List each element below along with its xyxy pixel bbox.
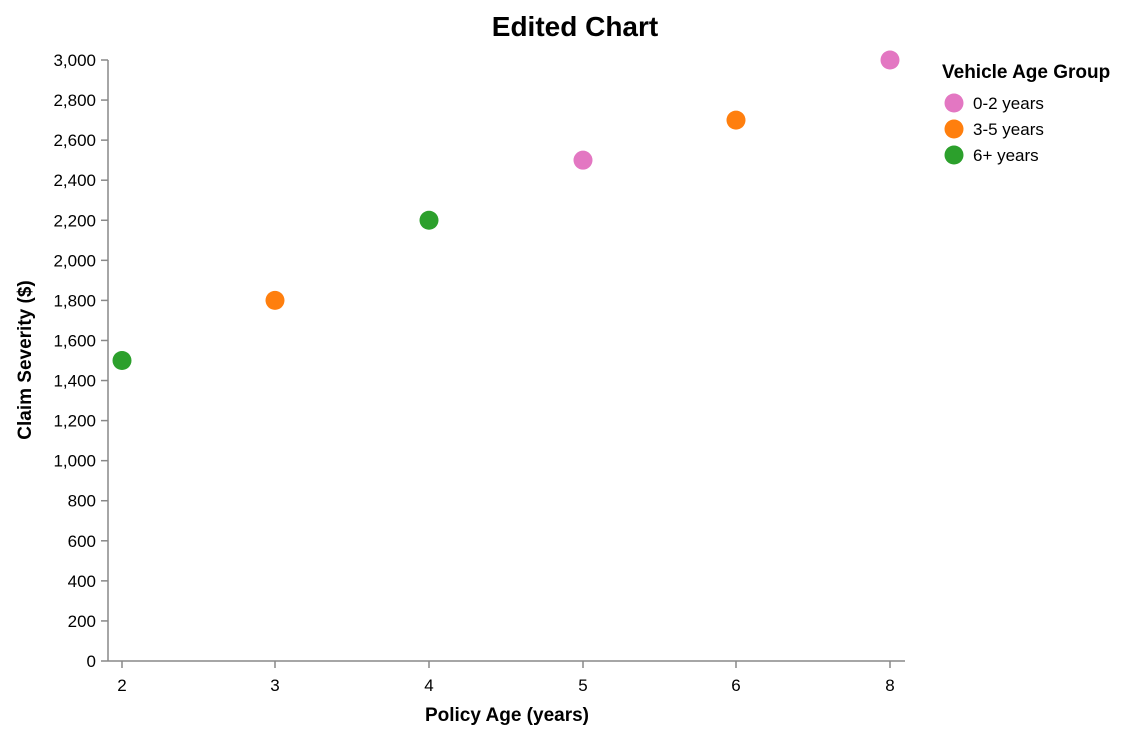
y-tick-label: 1,000 bbox=[53, 452, 96, 471]
data-point[interactable] bbox=[112, 351, 132, 370]
data-point[interactable] bbox=[880, 50, 900, 70]
x-tick-label: 5 bbox=[578, 676, 587, 695]
legend-title: Vehicle Age Group bbox=[942, 62, 1110, 83]
x-tick-label: 6 bbox=[731, 676, 740, 695]
data-point[interactable] bbox=[573, 150, 593, 170]
y-tick-label: 800 bbox=[68, 492, 96, 511]
y-tick-label: 200 bbox=[68, 612, 96, 631]
legend-label: 0-2 years bbox=[973, 94, 1044, 113]
legend-swatch bbox=[944, 93, 964, 113]
y-tick-label: 600 bbox=[68, 532, 96, 551]
y-tick-label: 3,000 bbox=[53, 51, 96, 70]
x-axis-title: Policy Age (years) bbox=[425, 705, 589, 726]
x-axis: 2 3 4 5 6 8 bbox=[108, 660, 905, 695]
x-tick-label: 8 bbox=[885, 676, 894, 695]
chart-title: Edited Chart bbox=[492, 11, 658, 42]
legend[interactable]: Vehicle Age Group 0-2 years 3-5 years 6+ y… bbox=[942, 62, 1110, 165]
x-tick-label: 4 bbox=[424, 676, 433, 695]
legend-label: 3-5 years bbox=[973, 120, 1044, 139]
y-axis-title: Claim Severity ($) bbox=[15, 280, 36, 439]
y-axis: 0 200 400 600 800 1,000 1,200 1,400 1,600 1,800 2,… bbox=[53, 51, 109, 671]
data-point[interactable] bbox=[419, 210, 439, 230]
y-tick-label: 2,600 bbox=[53, 131, 96, 150]
x-tick-label: 2 bbox=[117, 676, 126, 695]
legend-swatch bbox=[944, 119, 964, 139]
data-point[interactable] bbox=[265, 290, 285, 310]
y-tick-label: 2,000 bbox=[53, 251, 96, 270]
y-tick-label: 0 bbox=[87, 652, 96, 671]
y-tick-label: 1,800 bbox=[53, 291, 96, 310]
data-point[interactable] bbox=[726, 110, 746, 130]
y-tick-label: 1,600 bbox=[53, 331, 96, 350]
legend-swatch bbox=[944, 145, 964, 165]
legend-label: 6+ years bbox=[973, 146, 1039, 165]
legend-entries: 0-2 years 3-5 years 6+ years bbox=[944, 93, 1044, 165]
x-tick-label: 3 bbox=[270, 676, 279, 695]
y-tick-label: 400 bbox=[68, 572, 96, 591]
y-tick-label: 2,800 bbox=[53, 91, 96, 110]
y-tick-label: 1,400 bbox=[53, 372, 96, 391]
y-tick-label: 1,200 bbox=[53, 412, 96, 431]
data-points bbox=[112, 50, 900, 370]
y-tick-label: 2,400 bbox=[53, 171, 96, 190]
y-tick-label: 2,200 bbox=[53, 211, 96, 230]
